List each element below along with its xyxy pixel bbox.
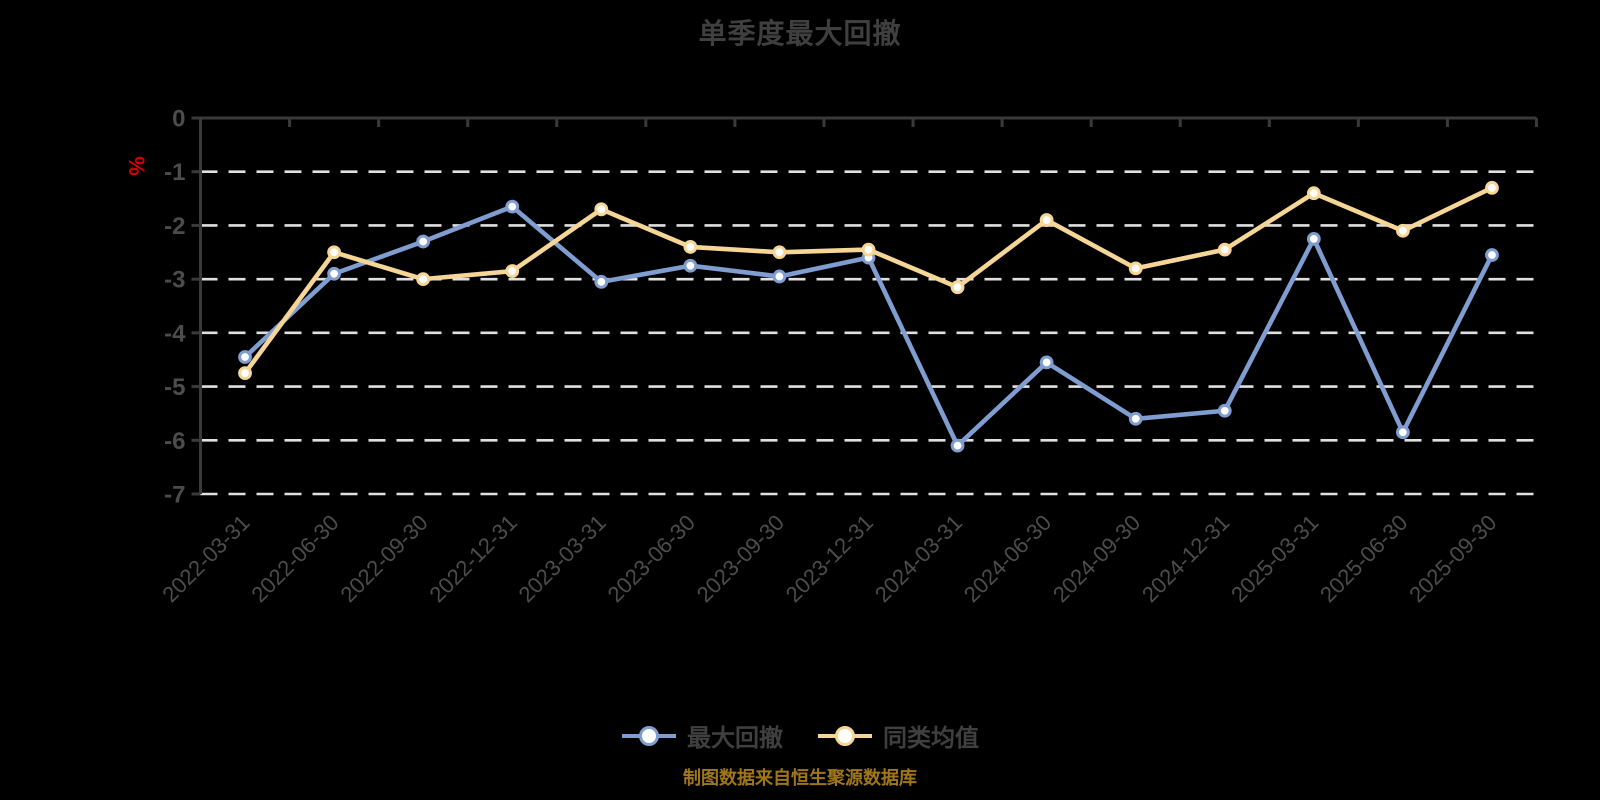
data-point-category-average [772,245,787,260]
data-point-max-drawdown [416,234,431,249]
data-point-category-average [238,366,252,381]
data-point-max-drawdown [1128,411,1143,426]
legend-label-max-drawdown: 最大回撤 [687,725,783,752]
data-point-max-drawdown [1485,248,1499,262]
y-axis-label: 0 [172,106,185,133]
data-point-max-drawdown [1396,425,1410,440]
x-axis-label: 2022-03-31 [157,510,254,607]
y-axis-label: -1 [164,159,185,186]
y-axis-label: -4 [164,320,186,347]
series-line-category-average [242,185,1495,376]
data-point-category-average [1396,223,1410,238]
data-point-category-average [1039,213,1054,227]
data-point-category-average [1485,180,1499,195]
data-point-category-average [950,280,965,295]
data-point-max-drawdown [772,269,787,284]
x-axis-label: 2025-03-31 [1226,510,1323,607]
data-point-category-average [1217,242,1232,257]
x-axis-label: 2025-06-30 [1315,510,1412,607]
x-axis-label: 2023-06-30 [603,510,700,607]
legend-label-category-average: 同类均值 [883,725,979,752]
data-point-category-average [416,272,431,287]
y-axis-label: -2 [164,213,185,240]
y-axis-label: -3 [164,267,185,294]
x-axis-label: 2023-12-31 [781,510,878,607]
x-axis-label: 2024-09-30 [1048,510,1145,607]
legend-item-category-average[interactable]: 同类均值 [817,718,979,753]
x-axis-label: 2025-09-30 [1404,510,1501,607]
x-axis-label: 2022-09-30 [335,510,432,607]
legend-item-max-drawdown[interactable]: 最大回撤 [621,718,783,753]
x-axis-label: 2022-12-31 [425,510,522,607]
data-point-max-drawdown [1217,403,1232,418]
x-axis-label: 2023-09-30 [692,510,789,607]
drawdown-line-chart: 0-1-2-3-4-5-6-7%2022-03-312022-06-302022… [124,106,1538,607]
line-circle-marker-icon [818,725,872,746]
data-point-max-drawdown [1306,231,1321,246]
data-point-max-drawdown [950,438,965,453]
data-point-category-average [327,245,342,260]
line-circle-marker-icon [622,725,676,746]
data-point-max-drawdown [1039,355,1054,370]
data-point-max-drawdown [683,258,698,273]
data-point-max-drawdown [238,350,252,364]
x-axis-label: 2024-06-30 [959,510,1056,607]
x-axis-label: 2024-12-31 [1137,510,1234,607]
series-line-max-drawdown [242,204,1495,448]
data-point-category-average [594,202,609,217]
y-axis-unit-label: % [124,156,149,176]
data-point-category-average [683,240,698,254]
x-axis-label: 2022-06-30 [246,510,343,607]
data-point-category-average [861,242,876,257]
data-point-category-average [505,264,520,278]
chart-title: 单季度最大回撤 [698,18,902,49]
y-axis-label: -7 [164,482,185,509]
x-axis-label: 2024-03-31 [870,510,967,607]
x-axis-label: 2023-03-31 [514,510,611,607]
data-point-category-average [1128,261,1143,276]
data-point-max-drawdown [505,199,520,214]
y-axis-label: -5 [164,374,185,401]
data-point-max-drawdown [327,266,342,281]
chart-legend: 最大回撤 同类均值 [0,718,1600,753]
data-source-note: 制图数据来自恒生聚源数据库 [683,768,917,788]
data-point-max-drawdown [594,274,609,289]
data-point-category-average [1306,186,1321,201]
y-axis-label: -6 [164,428,185,455]
